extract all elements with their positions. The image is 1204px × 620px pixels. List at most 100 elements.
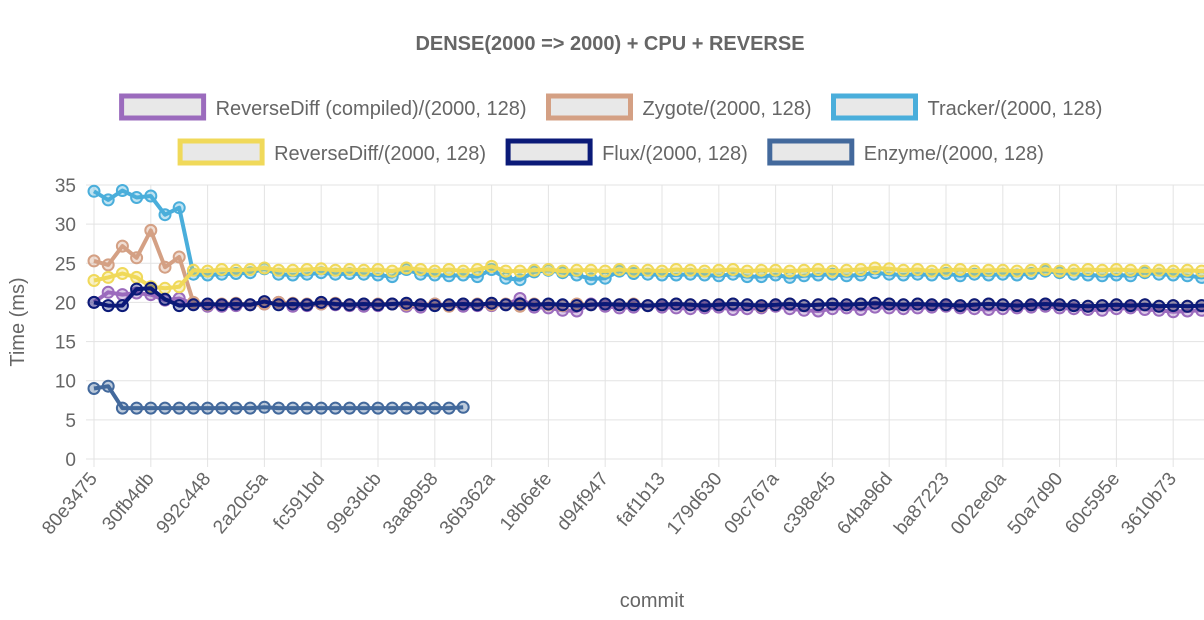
legend-swatch bbox=[546, 93, 633, 121]
legend-item-zygote-2000-128[interactable]: Zygote/(2000, 128) bbox=[546, 93, 812, 121]
y-tick-label: 35 bbox=[55, 176, 76, 197]
data-point bbox=[257, 400, 271, 414]
series-line bbox=[92, 290, 1204, 314]
data-point bbox=[840, 263, 854, 277]
legend-label: ReverseDiff/(2000, 128) bbox=[274, 143, 486, 165]
data-point bbox=[868, 261, 882, 275]
data-point bbox=[854, 297, 868, 311]
data-point bbox=[996, 298, 1010, 312]
data-point bbox=[456, 297, 470, 311]
data-point bbox=[87, 184, 101, 198]
data-point bbox=[144, 223, 158, 237]
data-point bbox=[896, 263, 910, 277]
data-point bbox=[527, 298, 541, 312]
x-tick-label: faf1b13 bbox=[613, 469, 670, 531]
data-point bbox=[683, 263, 697, 277]
data-point bbox=[428, 401, 442, 415]
data-point bbox=[357, 263, 371, 277]
data-point bbox=[101, 258, 115, 272]
data-point bbox=[1138, 298, 1152, 312]
data-point bbox=[371, 298, 385, 312]
data-point bbox=[144, 189, 158, 203]
data-point bbox=[740, 264, 754, 278]
data-point bbox=[286, 263, 300, 277]
legend-label: Tracker/(2000, 128) bbox=[928, 98, 1103, 120]
data-point bbox=[627, 264, 641, 278]
data-point bbox=[1081, 299, 1095, 313]
data-point bbox=[811, 298, 825, 312]
data-point bbox=[925, 298, 939, 312]
data-point bbox=[925, 264, 939, 278]
data-point bbox=[172, 280, 186, 294]
data-point bbox=[1124, 299, 1138, 313]
data-point bbox=[911, 297, 925, 311]
data-point bbox=[1038, 297, 1052, 311]
y-tick-label: 15 bbox=[55, 333, 76, 354]
legend-item-enzyme-2000-128[interactable]: Enzyme/(2000, 128) bbox=[767, 138, 1044, 166]
data-point bbox=[87, 274, 101, 287]
data-point bbox=[967, 298, 981, 312]
y-axis-title: Time (ms) bbox=[7, 277, 29, 366]
data-point bbox=[229, 263, 243, 277]
data-point bbox=[101, 193, 115, 207]
data-point bbox=[485, 259, 499, 273]
data-point bbox=[584, 298, 598, 312]
data-point bbox=[414, 401, 428, 415]
y-tick-label: 30 bbox=[55, 215, 76, 236]
legend-label: Flux/(2000, 128) bbox=[602, 143, 748, 165]
data-point bbox=[911, 263, 925, 276]
data-point bbox=[385, 401, 399, 415]
data-point bbox=[513, 297, 527, 311]
data-point bbox=[1095, 263, 1109, 277]
data-point bbox=[371, 401, 385, 415]
data-point bbox=[328, 297, 342, 311]
legend-swatch bbox=[831, 93, 918, 121]
data-point bbox=[1038, 263, 1052, 276]
legend-swatch bbox=[505, 138, 593, 166]
series-flux-2000-128 bbox=[87, 281, 1204, 313]
y-tick-label: 0 bbox=[65, 450, 76, 471]
series-enzyme-2000-128 bbox=[87, 379, 470, 415]
data-point bbox=[314, 401, 328, 415]
x-tick-label: c398e45 bbox=[777, 469, 840, 538]
data-point bbox=[783, 297, 797, 311]
data-point bbox=[399, 296, 413, 310]
legend-item-flux-2000-128[interactable]: Flux/(2000, 128) bbox=[505, 138, 748, 166]
data-point bbox=[101, 285, 115, 299]
data-point bbox=[754, 263, 768, 277]
data-point bbox=[499, 264, 513, 278]
data-point bbox=[1109, 263, 1123, 276]
data-point bbox=[1053, 264, 1067, 278]
x-tick-label: d94f947 bbox=[553, 469, 613, 535]
data-point bbox=[357, 401, 371, 415]
data-point bbox=[243, 298, 257, 312]
legend-item-tracker-2000-128[interactable]: Tracker/(2000, 128) bbox=[831, 93, 1103, 121]
data-point bbox=[385, 264, 399, 278]
x-tick-label: 36b362a bbox=[436, 468, 500, 538]
legend-item-reversediff-2000-128[interactable]: ReverseDiff/(2000, 128) bbox=[177, 138, 486, 166]
legend-item-reversediff-compiled-2000-128[interactable]: ReverseDiff (compiled)/(2000, 128) bbox=[119, 93, 527, 121]
data-point bbox=[172, 201, 186, 215]
legend-label: Zygote/(2000, 128) bbox=[643, 98, 812, 120]
data-point bbox=[740, 298, 754, 312]
legend-swatch bbox=[767, 138, 855, 166]
data-point bbox=[1024, 298, 1038, 312]
data-point bbox=[158, 281, 172, 295]
data-point bbox=[286, 401, 300, 415]
data-point bbox=[996, 263, 1010, 277]
data-point bbox=[655, 264, 669, 278]
data-point bbox=[499, 298, 513, 312]
x-tick-label: 64ba96d bbox=[833, 469, 897, 539]
data-point bbox=[158, 260, 172, 274]
x-tick-label: 09c767a bbox=[720, 468, 783, 538]
data-point bbox=[598, 264, 612, 278]
data-point bbox=[1166, 299, 1180, 313]
data-point bbox=[272, 401, 286, 415]
data-point bbox=[442, 263, 456, 276]
legend: ReverseDiff (compiled)/(2000, 128) Zygote… bbox=[119, 93, 1103, 166]
data-point bbox=[442, 401, 456, 415]
data-point bbox=[201, 264, 215, 278]
data-point bbox=[641, 263, 655, 277]
data-point bbox=[1180, 299, 1194, 313]
